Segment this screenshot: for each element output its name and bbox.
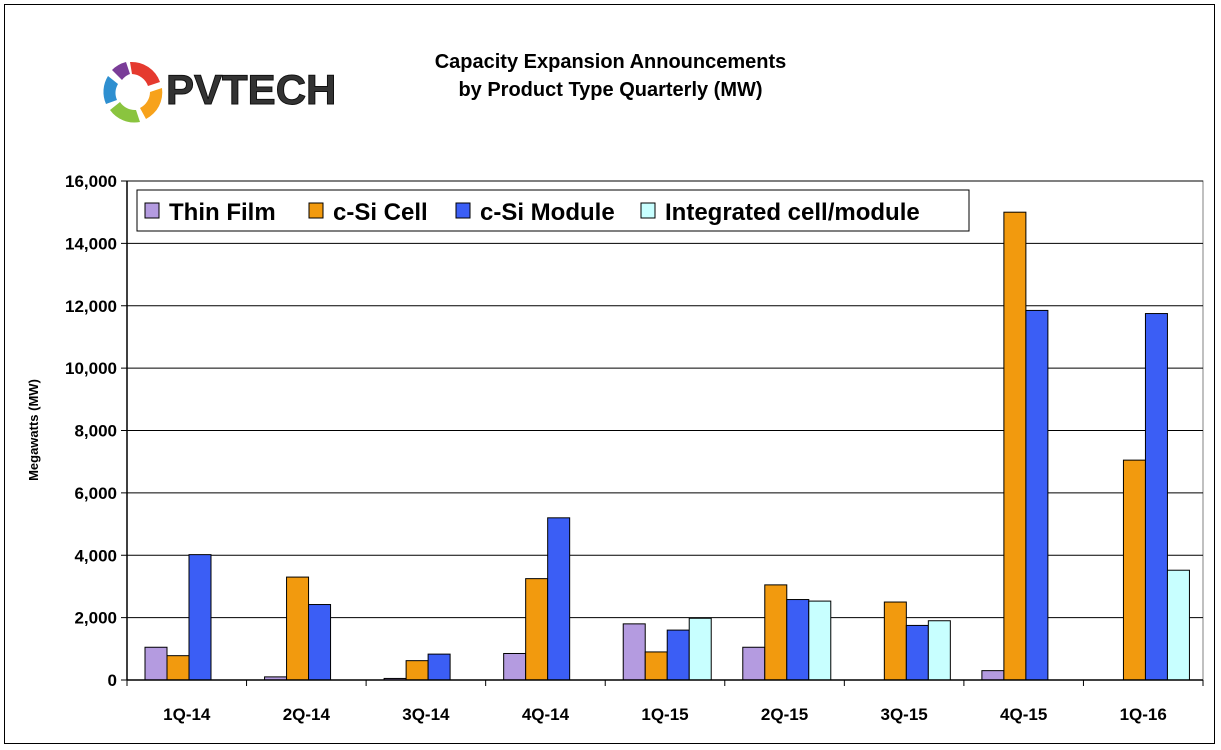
legend: Thin Film c-Si Cell c-Si Module Integrated …	[136, 189, 970, 232]
x-tick-label: 4Q-14	[522, 705, 570, 724]
bar-csi_module-1Q-14	[188, 554, 212, 681]
x-tick-label: 2Q-14	[283, 705, 331, 724]
bar-csi_module-4Q-15	[1025, 309, 1049, 681]
bar-csi_module-2Q-14	[308, 604, 332, 681]
y-axis-ticks: 0 2,000 4,000 6,000 8,000 10,000 12,000 14,000 1…	[65, 172, 127, 690]
bar-csi_cell-1Q-16	[1122, 459, 1146, 681]
bar-csi_module-3Q-15	[905, 624, 929, 681]
bar-thin_film-1Q-14	[144, 646, 168, 681]
bar-integrated-2Q-15	[808, 600, 832, 681]
x-axis-ticks: 1Q-14 2Q-14 3Q-14 4Q-14 1Q-15 2Q-15 3Q-15 4Q-15…	[126, 680, 1204, 724]
y-tick-label: 12,000	[65, 297, 117, 316]
logo-swirl-orange	[140, 88, 163, 119]
y-tick-label: 6,000	[74, 484, 117, 503]
bar-thin_film-4Q-15	[981, 670, 1005, 681]
logo-swirl-red	[130, 61, 160, 86]
legend-swatch-integrated	[640, 202, 656, 219]
bar-csi_module-1Q-15	[666, 629, 690, 681]
bar-csi_module-4Q-14	[547, 517, 571, 681]
y-tick-label: 0	[108, 671, 117, 690]
bar-csi_module-2Q-15	[786, 599, 810, 681]
bar-csi_cell-2Q-14	[286, 576, 310, 681]
bar-csi_cell-1Q-15	[644, 651, 668, 681]
chart-title: Capacity Expansion Announcements	[434, 51, 787, 73]
y-tick-label: 10,000	[65, 359, 117, 378]
x-tick-label: 3Q-15	[880, 705, 927, 724]
legend-box	[136, 189, 970, 232]
legend-swatch-csi_cell	[308, 202, 324, 219]
bar-csi_cell-4Q-14	[525, 578, 549, 681]
bar-csi_module-1Q-16	[1144, 313, 1168, 681]
logo-swirl-green	[110, 102, 140, 123]
bar-csi_cell-2Q-15	[764, 584, 788, 681]
x-tick-label: 1Q-15	[641, 705, 688, 724]
y-tick-label: 8,000	[74, 422, 117, 441]
bar-csi_module-3Q-14	[427, 653, 451, 681]
x-tick-label: 1Q-14	[163, 705, 211, 724]
logo-text: PVTECH	[166, 66, 336, 113]
y-tick-label: 16,000	[65, 172, 117, 191]
x-tick-label: 2Q-15	[761, 705, 808, 724]
legend-swatch-thin_film	[144, 202, 160, 219]
x-tick-label: 1Q-16	[1120, 705, 1167, 724]
axes	[126, 181, 1203, 681]
x-tick-label: 4Q-15	[1000, 705, 1047, 724]
legend-label-csi_cell: c-Si Cell	[333, 199, 428, 226]
bar-thin_film-4Q-14	[503, 652, 527, 681]
chart-title-block: Capacity Expansion Announcements by Prod…	[0, 48, 1221, 104]
bars	[144, 211, 1190, 681]
legend-swatch-csi_module	[455, 202, 471, 219]
bar-csi_cell-1Q-14	[166, 655, 190, 681]
bar-csi_cell-4Q-15	[1003, 211, 1027, 681]
pvtech-logo: PVTECH	[103, 61, 337, 123]
chart-subtitle: by Product Type Quarterly (MW)	[458, 79, 763, 101]
logo-swirl-purple	[112, 62, 130, 80]
bar-thin_film-1Q-15	[622, 623, 646, 681]
bar-integrated-1Q-16	[1166, 569, 1190, 681]
chart-frame	[4, 4, 1215, 744]
y-tick-label: 2,000	[74, 609, 117, 628]
y-tick-label: 4,000	[74, 546, 117, 565]
legend-label-csi_module: c-Si Module	[480, 199, 615, 226]
legend-label-integrated: Integrated cell/module	[665, 199, 920, 226]
y-axis-label: Megawatts (MW)	[26, 379, 41, 481]
bar-integrated-1Q-15	[688, 617, 712, 681]
bar-thin_film-2Q-15	[742, 646, 766, 681]
bar-integrated-3Q-15	[927, 620, 951, 681]
legend-label-thin_film: Thin Film	[169, 199, 276, 226]
logo-swirl-blue	[103, 76, 118, 104]
bar-csi_cell-3Q-15	[883, 601, 907, 681]
y-tick-label: 14,000	[65, 234, 117, 253]
x-tick-label: 3Q-14	[402, 705, 450, 724]
bar-csi_cell-3Q-14	[405, 660, 429, 681]
